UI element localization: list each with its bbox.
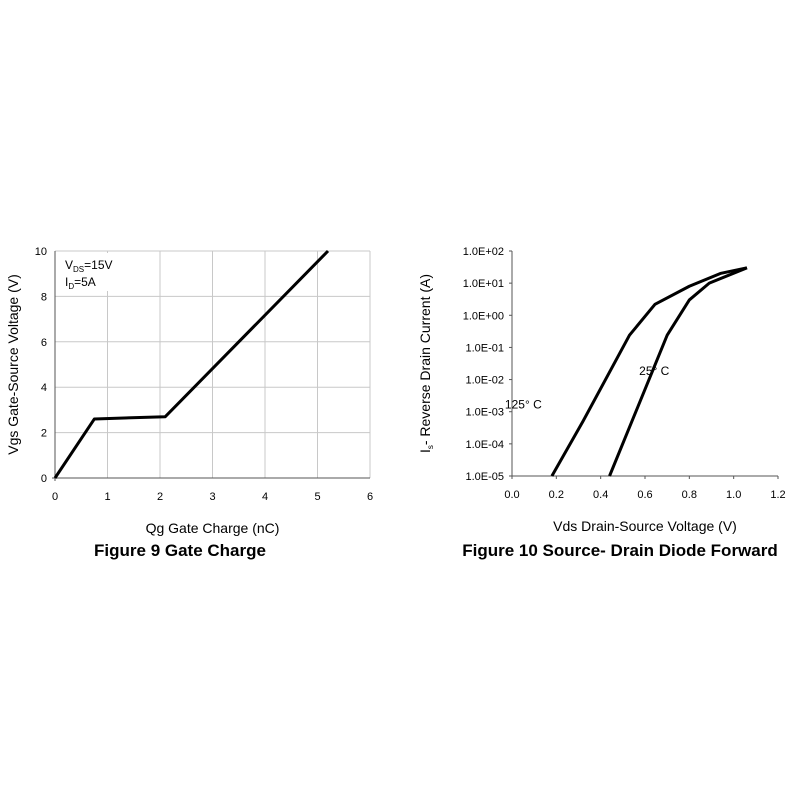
- y-tick-label: 1.0E-04: [465, 439, 504, 451]
- chart-caption: Figure 10 Source- Drain Diode Forward: [462, 541, 778, 560]
- y-tick-label: 1.0E-02: [465, 375, 504, 387]
- x-tick-label: 6: [367, 491, 373, 503]
- y-tick-label: 1.0E+01: [463, 278, 504, 290]
- x-axis-title: Qg Gate Charge (nC): [146, 520, 280, 536]
- y-tick-label: 8: [41, 291, 47, 303]
- x-tick-label: 0.6: [637, 489, 652, 501]
- x-tick-label: 0.8: [682, 489, 697, 501]
- x-tick-label: 0: [52, 491, 58, 503]
- y-axis-title: Vgs Gate-Source Voltage (V): [5, 274, 21, 455]
- x-tick-label: 0.0: [504, 489, 519, 501]
- x-tick-label: 0.4: [593, 489, 608, 501]
- x-tick-label: 1.2: [770, 489, 785, 501]
- y-tick-label: 2: [41, 428, 47, 440]
- y-tick-label: 0: [41, 473, 47, 485]
- annotation-rest: =15V: [84, 258, 112, 272]
- annotation-sub: D: [68, 282, 74, 291]
- annotation-main: I: [65, 275, 68, 289]
- annotation-rest: =5A: [74, 275, 96, 289]
- y-axis-title-sub: s: [426, 445, 435, 449]
- x-tick-label: 3: [209, 491, 215, 503]
- y-tick-label: 1.0E-03: [465, 407, 504, 419]
- annotation-main: V: [65, 258, 73, 272]
- x-tick-label: 4: [262, 491, 268, 503]
- annotation-box: [59, 253, 119, 291]
- x-tick-label: 5: [314, 491, 320, 503]
- chart-caption: Figure 9 Gate Charge: [94, 541, 266, 560]
- series-label: 125° C: [505, 397, 542, 411]
- data-line: [550, 266, 748, 477]
- y-tick-label: 1.0E-05: [465, 471, 504, 483]
- y-tick-label: 1.0E+00: [463, 310, 504, 322]
- x-tick-label: 0.2: [549, 489, 564, 501]
- y-tick-label: 1.0E-01: [465, 342, 504, 354]
- annotation-sub: DS: [73, 265, 84, 274]
- y-tick-label: 4: [41, 382, 47, 394]
- data-line: [53, 249, 330, 479]
- series-label: 25° C: [639, 364, 669, 378]
- y-tick-label: 6: [41, 337, 47, 349]
- data-line: [608, 266, 748, 477]
- x-tick-label: 1.0: [726, 489, 741, 501]
- x-tick-label: 2: [157, 491, 163, 503]
- y-tick-label: 10: [35, 246, 47, 258]
- x-tick-label: 1: [104, 491, 110, 503]
- y-tick-label: 1.0E+02: [463, 246, 504, 258]
- annotation: ID=5A: [65, 275, 96, 291]
- y-axis-title-rest: - Reverse Drain Current (A): [417, 274, 433, 445]
- annotation: VDS=15V: [65, 258, 113, 274]
- y-axis-title-main: I: [417, 449, 433, 453]
- x-axis-title: Vds Drain-Source Voltage (V): [553, 518, 737, 534]
- y-axis-title: Is- Reverse Drain Current (A): [417, 274, 435, 453]
